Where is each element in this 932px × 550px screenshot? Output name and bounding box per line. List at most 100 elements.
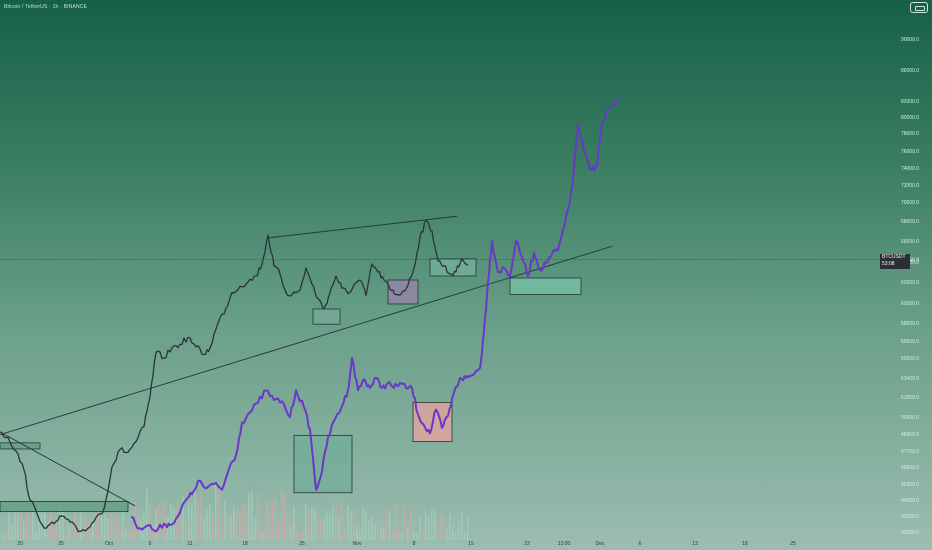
volume-bar <box>434 510 436 540</box>
volume-bar <box>425 511 427 540</box>
y-tick-label: 68000.0 <box>901 219 919 225</box>
volume-bar <box>74 504 76 540</box>
volume-bar <box>98 504 100 540</box>
volume-bar <box>206 509 208 540</box>
volume-bar <box>254 517 256 540</box>
volume-bar <box>116 515 118 540</box>
x-tick-label: 6 <box>149 541 152 547</box>
y-tick-label: 72000.0 <box>901 183 919 189</box>
volume-bar <box>467 517 469 540</box>
x-tick-label: Oct <box>105 541 113 547</box>
volume-bar <box>290 526 292 540</box>
volume-bar <box>107 517 109 540</box>
volume-bar <box>377 520 379 540</box>
volume-bar <box>287 515 289 540</box>
volume-bar <box>380 527 382 540</box>
volume-bar <box>359 530 361 540</box>
y-tick-label: 74000.0 <box>901 166 919 172</box>
volume-bar <box>299 533 301 540</box>
x-tick-label: 8 <box>413 541 416 547</box>
x-tick-label: 12:00 <box>558 541 571 547</box>
price-zone <box>509 277 582 296</box>
volume-bar <box>143 511 145 540</box>
volume-bar <box>413 530 415 540</box>
volume-bar <box>245 504 247 540</box>
volume-bar <box>35 530 37 540</box>
volume-bar <box>152 524 154 540</box>
volume-bar <box>29 512 31 540</box>
volume-bar <box>284 494 286 540</box>
volume-bar <box>341 502 343 540</box>
y-tick-label: 56500.0 <box>901 339 919 345</box>
volume-bar <box>401 533 403 540</box>
x-tick-label: Dec <box>596 541 605 547</box>
y-tick-label: 58000.0 <box>901 321 919 327</box>
volume-bar <box>47 522 49 540</box>
x-tick-label: 15 <box>468 541 474 547</box>
y-tick-label: 48950.0 <box>901 432 919 438</box>
volume-bar <box>305 504 307 540</box>
x-tick-label: 11 <box>187 541 192 547</box>
volume-bar <box>392 530 394 540</box>
volume-bar <box>128 531 130 540</box>
trendline <box>0 431 136 507</box>
volume-bar <box>20 507 22 540</box>
volume-bar <box>374 525 376 540</box>
volume-bar <box>83 517 85 540</box>
volume-bar <box>71 520 73 540</box>
volume-bar <box>92 523 94 540</box>
y-tick-label: 80000.0 <box>901 115 919 121</box>
volume-bar <box>260 528 262 540</box>
volume-bar <box>446 526 448 540</box>
x-tick-label: 20 <box>17 541 23 547</box>
volume-bar <box>5 524 7 540</box>
volume-bar <box>203 518 205 540</box>
volume-bar <box>296 523 298 540</box>
price-zone <box>312 308 341 325</box>
last-price-label: 64256.9 <box>901 257 919 263</box>
volume-bar <box>179 516 181 540</box>
y-tick-label: 90000.0 <box>901 37 919 43</box>
volume-bar <box>176 506 178 540</box>
volume-bar <box>428 516 430 540</box>
volume-bar <box>281 488 283 540</box>
volume-bar <box>353 508 355 540</box>
volume-bar <box>158 504 160 540</box>
camera-icon[interactable] <box>910 2 928 13</box>
price-zone <box>0 442 41 450</box>
y-tick-label: 66000.0 <box>901 239 919 245</box>
y-tick-label: 53400.0 <box>901 376 919 382</box>
volume-bar <box>422 529 424 540</box>
volume-bar <box>56 520 58 540</box>
volume-bar <box>416 533 418 540</box>
volume-bar <box>317 515 319 540</box>
volume-bar <box>311 506 313 540</box>
btc-price-series <box>0 220 469 533</box>
y-tick-label: 86000.0 <box>901 68 919 74</box>
volume-bar <box>104 513 106 540</box>
y-tick-label: 62000.0 <box>901 280 919 286</box>
volume-bar <box>266 499 268 540</box>
volume-bar <box>188 501 190 540</box>
volume-bar <box>332 505 334 540</box>
symbol-label: Bitcoin / TetherUS · 1h · BINANCE <box>4 4 88 10</box>
volume-bar <box>302 531 304 540</box>
volume-bar <box>404 505 406 540</box>
y-tick-label: 64000.0 <box>901 260 919 266</box>
volume-bar <box>278 519 280 540</box>
last-price-badge: BTCUSDT 53:08 <box>880 254 910 269</box>
volume-bar <box>215 482 217 540</box>
volume-bar <box>227 514 229 540</box>
volume-bar <box>221 510 223 540</box>
volume-bar <box>185 517 187 540</box>
volume-bar <box>41 513 43 540</box>
y-tick-label: 51850.0 <box>901 395 919 401</box>
volume-bar <box>89 522 91 540</box>
volume-bar <box>383 526 385 540</box>
volume-bar <box>164 503 166 540</box>
volume-bar <box>194 486 196 540</box>
volume-bar <box>146 487 148 540</box>
volume-bar <box>257 492 259 540</box>
